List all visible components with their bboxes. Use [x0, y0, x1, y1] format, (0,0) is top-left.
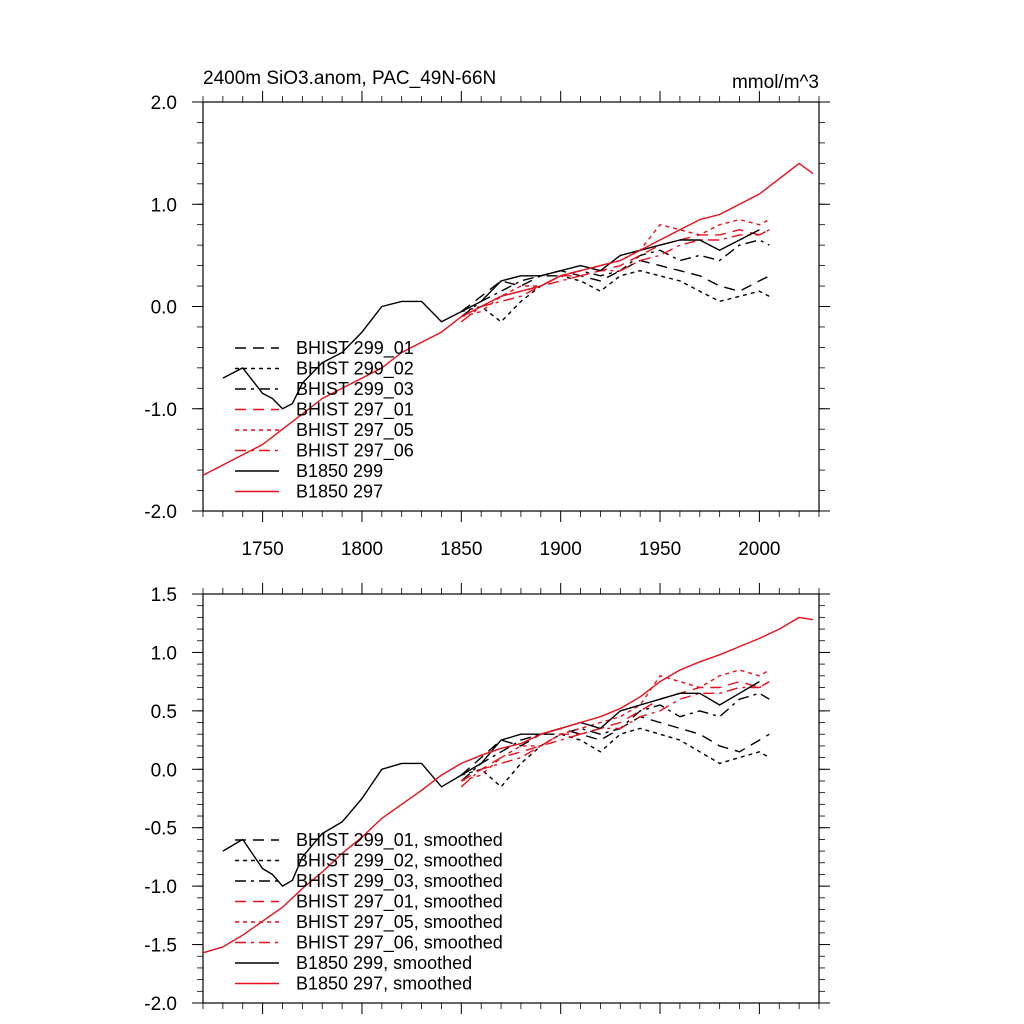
series-line-8 [202, 162, 814, 476]
legend-label: BHIST 299_01 [296, 338, 414, 359]
x-tick-label: 1850 [440, 539, 482, 560]
x-tick-label: 2000 [738, 539, 780, 560]
legend-label: BHIST 297_01 [296, 400, 414, 421]
y-tick-label: 2.0 [151, 93, 177, 114]
series-line-8 [202, 616, 814, 954]
y-tick-label: -2.0 [144, 502, 177, 523]
legend-label: B1850 299 [296, 461, 383, 481]
chart-title: 2400m SiO3.anom, PAC_49N-66N [203, 68, 496, 89]
series-line-7 [222, 680, 760, 887]
y-tick-label: -1.5 [144, 936, 177, 957]
y-tick-label: -1.0 [144, 400, 177, 421]
legend-label: BHIST 297_06, smoothed [296, 933, 503, 954]
legend-label: BHIST 297_06 [296, 441, 414, 462]
x-tick-label: 1950 [639, 539, 681, 560]
series-line-3 [460, 692, 770, 782]
series-line-2 [461, 270, 770, 323]
series-line-1 [460, 259, 770, 313]
series-line-2 [461, 727, 770, 788]
y-tick-label: -2.0 [144, 994, 177, 1015]
legend-label: B1850 297 [296, 482, 383, 502]
units-label: mmol/m^3 [732, 72, 819, 93]
series-line-7 [222, 229, 760, 410]
legend-label: BHIST 299_02, smoothed [296, 851, 503, 872]
bottom-panel: 1.5 1.0 0.5 0.0 -0.5 -1.0 -1.5 -2.0 BHIST 299_01… [144, 583, 830, 1015]
series-line-3 [460, 239, 770, 318]
legend-label: BHIST 297_05, smoothed [296, 912, 503, 933]
y-tick-label: 0.0 [151, 298, 177, 319]
series-line-6 [460, 680, 770, 788]
legend-label: BHIST 297_05 [296, 420, 414, 441]
x-tick-label: 1800 [341, 539, 383, 560]
legend-label: BHIST 299_01, smoothed [296, 830, 503, 851]
series-line-5 [461, 669, 770, 782]
legend-label: BHIST 297_01, smoothed [296, 892, 503, 913]
y-tick-label: 0.0 [151, 760, 177, 781]
legend-label: B1850 297, smoothed [296, 974, 472, 994]
legend-label: BHIST 299_03, smoothed [296, 871, 503, 892]
y-tick-label: -0.5 [144, 819, 177, 840]
y-tick-label: 0.5 [151, 702, 177, 723]
plot-frame [202, 593, 820, 1004]
legend-label: BHIST 299_03 [296, 379, 414, 400]
top-panel: 1750 1800 1850 1900 1950 2000 2.0 1.0 0.0 -1.0 -2.… [144, 91, 830, 560]
y-tick-label: 1.0 [151, 643, 177, 664]
series-line-1 [460, 716, 770, 776]
x-tick-label: 1750 [241, 539, 283, 560]
y-tick-label: 1.0 [151, 195, 177, 216]
y-tick-label: 1.5 [151, 585, 177, 606]
x-tick-label: 1900 [540, 539, 582, 560]
legend-label: BHIST 299_02 [296, 359, 414, 380]
legend-label: B1850 299, smoothed [296, 953, 472, 973]
series-line-4 [460, 680, 770, 782]
series-line-6 [460, 229, 770, 323]
y-tick-label: -1.0 [144, 877, 177, 898]
